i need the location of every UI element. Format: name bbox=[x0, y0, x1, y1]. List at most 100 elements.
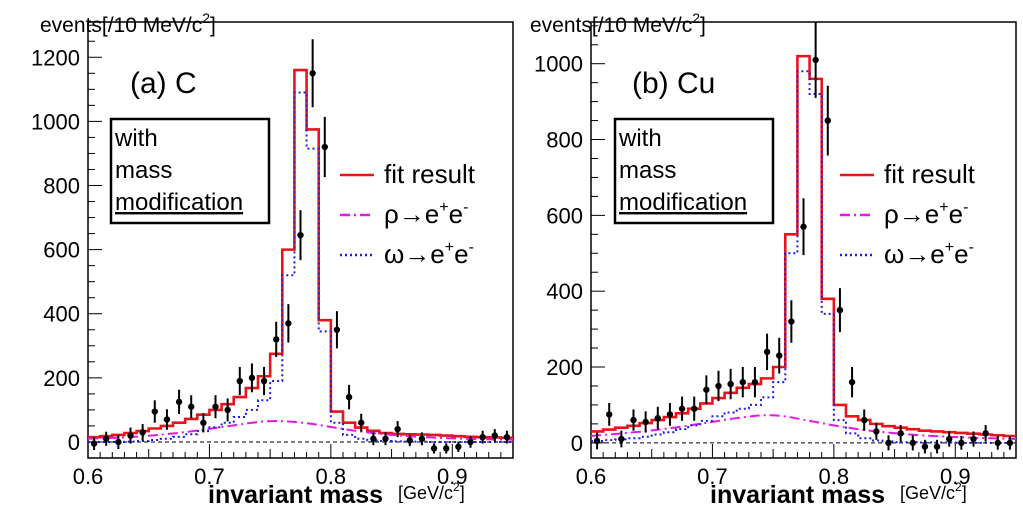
legend-entry: fit result bbox=[384, 159, 476, 189]
data-point bbox=[1006, 439, 1014, 447]
data-point bbox=[763, 348, 771, 356]
fit-result-line bbox=[591, 54, 1016, 438]
data-point bbox=[175, 398, 183, 406]
y-tick-label: 0 bbox=[68, 430, 80, 455]
data-point bbox=[873, 428, 880, 435]
y-axis-label: events[/10 MeV/c2] bbox=[530, 10, 706, 37]
data-point bbox=[812, 56, 819, 64]
x-axis-unit: [GeV/c2] bbox=[900, 480, 967, 503]
y-tick-label: 200 bbox=[546, 355, 583, 380]
data-point bbox=[751, 378, 759, 386]
data-point bbox=[467, 438, 474, 446]
data-point bbox=[430, 445, 438, 452]
chart-panel-a: 0.6 0.7 0.8 0.9 0 200 400 600 800 1000 1200 (a) C wi… bbox=[31, 10, 514, 509]
y-tick-label: 600 bbox=[43, 238, 80, 263]
rho-component-line bbox=[87, 420, 514, 441]
x-tick-label: 0.7 bbox=[697, 464, 728, 489]
x-tick-label: 0.8 bbox=[819, 464, 850, 489]
data-point bbox=[970, 435, 977, 443]
y-tick-label: 1200 bbox=[31, 45, 80, 70]
data-point bbox=[776, 352, 783, 359]
annotation-box bbox=[109, 117, 271, 225]
x-axis-unit: [GeV/c2] bbox=[398, 480, 465, 503]
data-point bbox=[861, 416, 868, 424]
data-point bbox=[248, 374, 256, 382]
data-point bbox=[188, 403, 195, 410]
y-tick-label: 1000 bbox=[534, 52, 583, 77]
data-point bbox=[406, 437, 413, 444]
data-point bbox=[503, 433, 511, 441]
data-point bbox=[642, 418, 649, 426]
annotation-text: with bbox=[114, 125, 158, 152]
omega-component-line bbox=[88, 91, 513, 443]
data-point bbox=[897, 430, 904, 437]
data-point bbox=[630, 416, 637, 424]
y-tick-label: 800 bbox=[43, 174, 80, 199]
legend-entry: ρ→e+e- bbox=[384, 199, 468, 229]
annotation-text: mass bbox=[115, 157, 172, 184]
plot-frame bbox=[87, 21, 514, 459]
x-axis-label: invariant mass bbox=[208, 481, 383, 509]
data-point bbox=[691, 405, 698, 412]
x-tick-label: 0.7 bbox=[194, 464, 225, 489]
data-point bbox=[333, 326, 341, 333]
annotation-text: modification bbox=[619, 189, 747, 216]
legend-entry: ω→e+e- bbox=[384, 239, 474, 269]
y-tick-label: 1000 bbox=[31, 109, 80, 134]
omega-component-line bbox=[591, 70, 1016, 444]
data-point bbox=[788, 318, 795, 325]
data-point bbox=[933, 443, 941, 450]
data-point bbox=[824, 117, 831, 124]
data-point bbox=[654, 414, 661, 422]
x-axis-label: invariant mass bbox=[710, 481, 885, 509]
plot-frame bbox=[590, 21, 1017, 459]
data-point bbox=[163, 416, 171, 423]
legend-entry: ω→e+e- bbox=[884, 239, 974, 269]
data-point bbox=[345, 393, 353, 401]
y-tick-label: 800 bbox=[546, 128, 583, 153]
annotation-text: modification bbox=[115, 189, 243, 216]
data-point bbox=[260, 377, 268, 385]
data-point bbox=[321, 143, 328, 151]
annotation-text: mass bbox=[619, 157, 676, 184]
y-axis-label: events[/10 MeV/c2] bbox=[40, 10, 216, 37]
data-point bbox=[666, 411, 674, 418]
data-point bbox=[727, 380, 734, 388]
data-point bbox=[885, 439, 892, 447]
data-point bbox=[739, 378, 746, 386]
data-point bbox=[455, 443, 462, 450]
data-point bbox=[946, 435, 953, 443]
data-point bbox=[715, 382, 722, 390]
fit-result-line bbox=[88, 68, 513, 440]
x-tick-label: 0.6 bbox=[576, 464, 607, 489]
data-point bbox=[139, 429, 146, 436]
data-point bbox=[994, 439, 1001, 447]
data-point bbox=[848, 378, 856, 386]
data-point bbox=[358, 419, 365, 426]
data-point bbox=[103, 435, 110, 442]
annotation-text: with bbox=[618, 125, 662, 152]
y-tick-label: 400 bbox=[546, 279, 583, 304]
data-point bbox=[212, 403, 219, 410]
data-point bbox=[958, 439, 965, 447]
data-point bbox=[982, 430, 989, 437]
y-tick-label: 200 bbox=[43, 366, 80, 391]
legend-entry: ρ→e+e- bbox=[884, 199, 968, 229]
data-point bbox=[479, 433, 486, 441]
data-point bbox=[418, 435, 426, 442]
data-point bbox=[309, 70, 316, 77]
chart-panel-b: 0.6 0.7 0.8 0.9 0 200 400 600 800 1000 (b) Cu with m… bbox=[530, 10, 1017, 509]
data-point bbox=[921, 443, 929, 450]
data-point bbox=[127, 432, 134, 439]
data-point bbox=[285, 320, 292, 327]
data-point bbox=[370, 435, 377, 442]
data-point bbox=[273, 336, 280, 343]
x-tick-label: 0.9 bbox=[437, 464, 468, 489]
x-tick-label: 0.8 bbox=[316, 464, 347, 489]
data-point bbox=[394, 425, 401, 433]
data-point bbox=[909, 439, 916, 447]
panel-label: (b) Cu bbox=[632, 67, 715, 100]
data-point bbox=[800, 223, 807, 230]
panel-label: (a) C bbox=[130, 67, 197, 100]
